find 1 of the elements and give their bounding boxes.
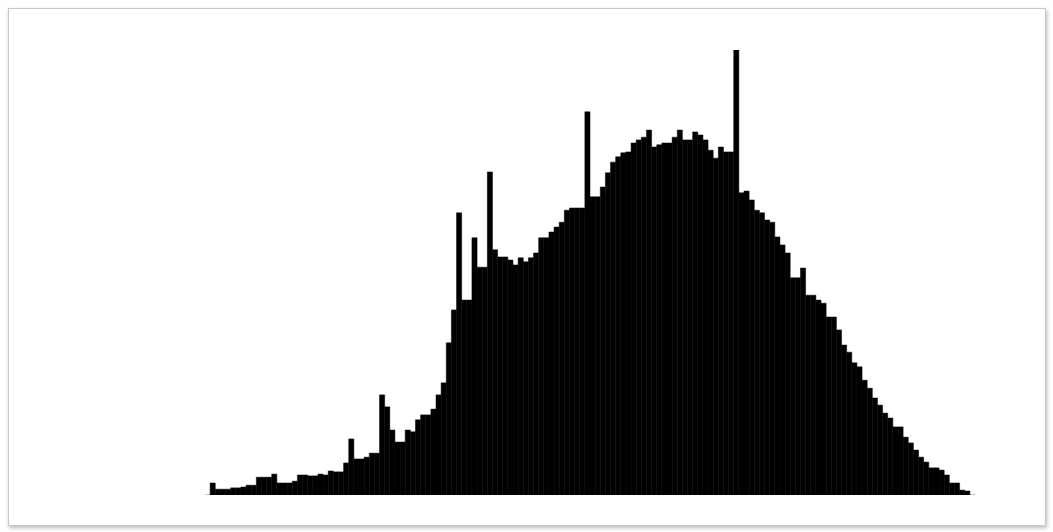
bar <box>209 482 216 495</box>
